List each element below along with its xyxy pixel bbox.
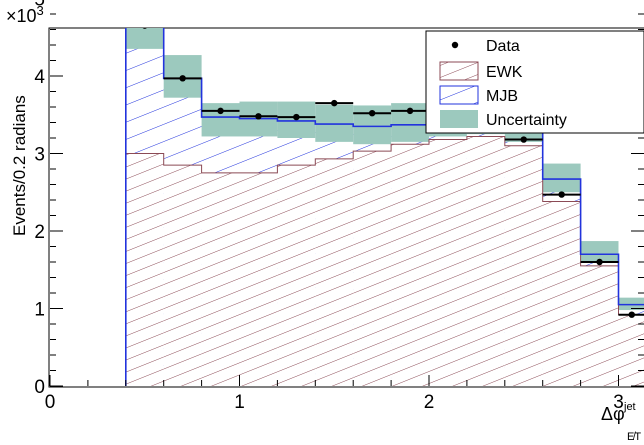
x-tick-label: 1 [234,392,245,413]
ewk-bar [466,136,505,386]
legend-data-marker-icon [451,41,459,49]
x-axis-title-superscript: jet [623,401,636,413]
data-point [217,107,224,115]
y-scale-label: ×103 [6,3,44,26]
ewk-bar [163,165,202,386]
legend-ewk-swatch-icon [439,61,479,81]
ewk-bar [580,265,619,386]
data-point [520,136,527,143]
ewk-bar [201,172,240,386]
uncertainty-band [542,163,581,193]
ewk-layer [125,135,644,386]
data-point [142,28,147,29]
y-tick-label: 1 [34,300,45,321]
data-point [628,311,635,318]
data-point [179,75,186,82]
x-tick-label: 0 [45,392,56,413]
legend-label-data: Data [486,38,520,55]
legend-label-ewk: EWK [486,64,523,81]
legend-label-mjb: MJB [486,88,518,105]
legend-uncertainty-swatch-icon [440,110,478,128]
data-point [255,113,262,120]
ewk-bar [353,151,392,386]
y-tick-label: 3 [34,145,45,166]
data-point [368,110,376,117]
legend: Data EWK MJB Uncertainty [425,30,644,134]
axes: 0 1 2 3 0 1 2 3 4 5 [34,0,644,413]
data-point [331,99,338,107]
uncertainty-band [125,28,164,49]
data-point [406,107,414,115]
y-tick-label: 0 [34,377,45,398]
plot-frame [48,27,644,388]
x-axis-title-main: Δφ [601,404,625,424]
x-axis-title: Δφ jet E̸T [601,401,641,443]
data-point [293,113,300,121]
legend-entry-mjb: MJB [439,85,518,105]
ewk-bar [618,314,644,386]
y-tick-label: 4 [34,67,45,88]
y-tick-label: 5 [34,0,45,11]
ewk-bar [504,145,543,386]
data-point [558,191,565,198]
legend-entry-uncertainty: Uncertainty [440,110,567,129]
ewk-bar [315,158,354,386]
legend-label-uncertainty: Uncertainty [486,112,567,129]
legend-entry-data: Data [451,38,520,55]
ewk-bar [429,139,467,386]
ewk-bar [239,172,278,386]
ewk-bar [542,201,581,386]
x-tick-label: 3 [613,392,624,413]
y-axis-title: Events/0.2 radians [10,95,29,236]
ewk-bar [391,144,429,386]
ewk-bar [277,165,316,386]
y-tick-label: 2 [34,222,45,243]
data-point [596,258,603,266]
x-axis-title-subscript: E̸T [627,431,641,443]
x-tick-label: 2 [424,392,435,413]
y-scale-exponent: 3 [37,3,44,18]
legend-entry-ewk: EWK [439,61,523,81]
legend-mjb-swatch-icon [439,85,479,105]
ewk-bar [125,153,164,386]
uncertainty-band [580,241,619,262]
